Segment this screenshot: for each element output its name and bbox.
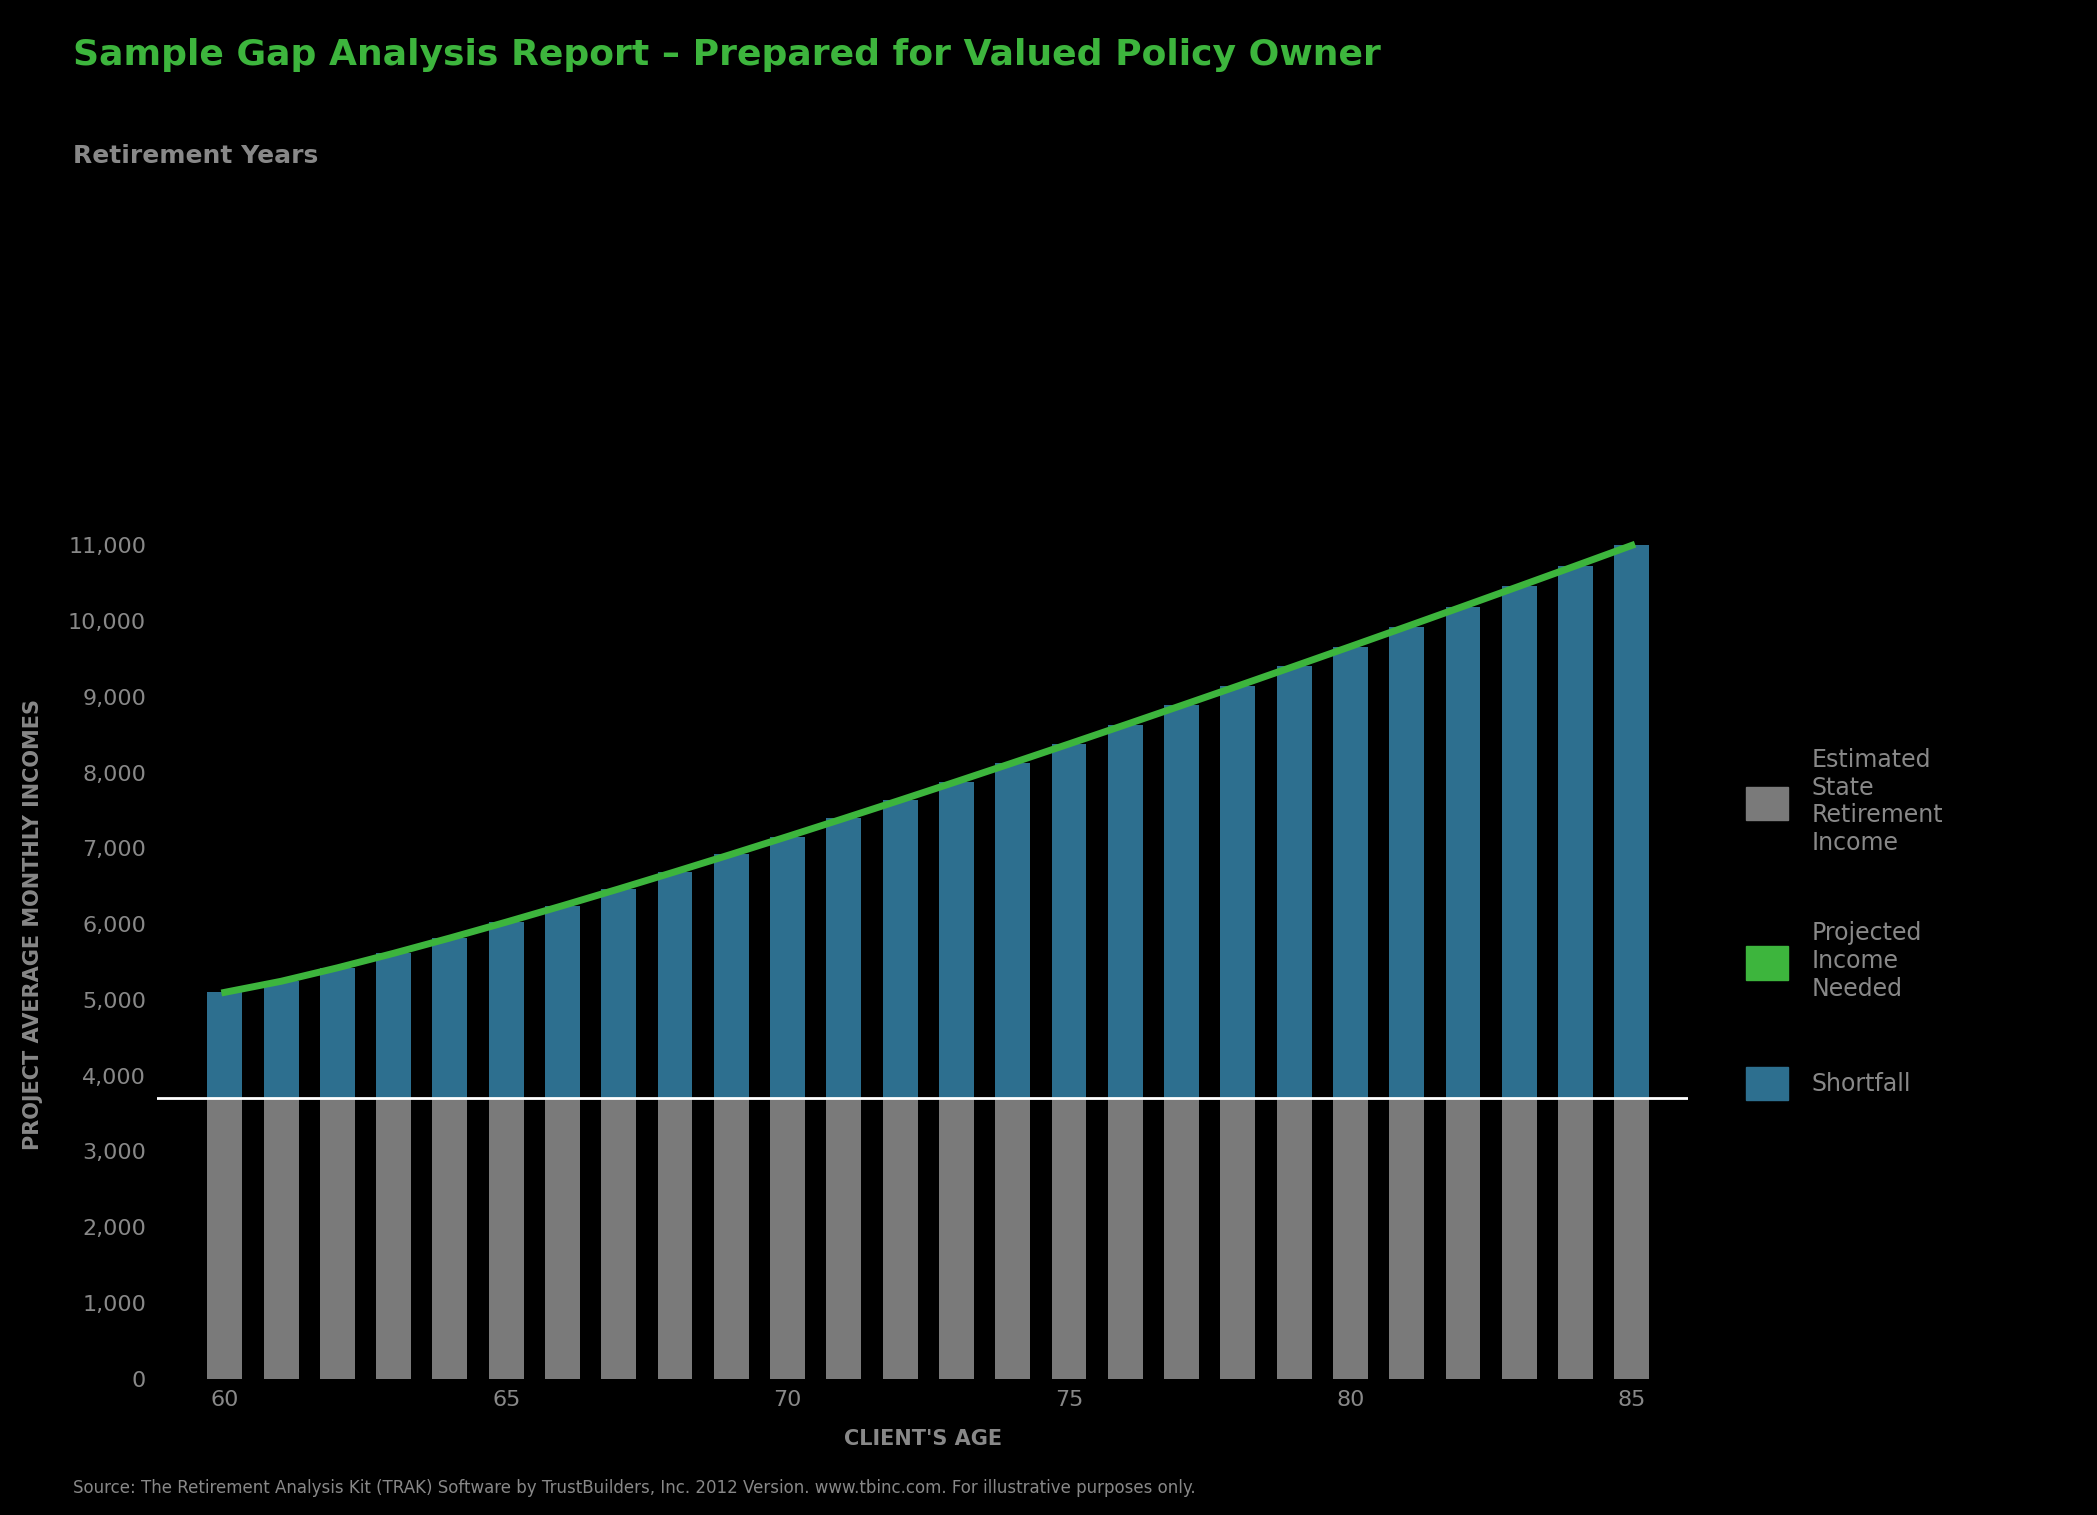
Bar <box>602 1098 635 1379</box>
Bar <box>996 764 1030 1098</box>
Bar <box>1277 667 1311 1098</box>
Bar <box>1164 706 1199 1098</box>
Legend: Estimated
State
Retirement
Income, Projected
Income
Needed, Shortfall: Estimated State Retirement Income, Proje… <box>1747 748 1944 1100</box>
Bar <box>770 1098 805 1379</box>
Bar <box>883 1098 918 1379</box>
Bar <box>264 982 298 1098</box>
Bar <box>545 906 581 1098</box>
Bar <box>1107 1098 1143 1379</box>
Bar <box>1334 1098 1367 1379</box>
Bar <box>939 782 973 1098</box>
Text: Retirement Years: Retirement Years <box>73 144 319 168</box>
Y-axis label: PROJECT AVERAGE MONTHLY INCOMES: PROJECT AVERAGE MONTHLY INCOMES <box>23 698 44 1150</box>
Bar <box>1615 545 1648 1098</box>
Bar <box>1277 1098 1311 1379</box>
Bar <box>939 1098 973 1379</box>
Bar <box>321 968 354 1098</box>
Bar <box>1501 586 1537 1098</box>
Bar <box>1107 724 1143 1098</box>
Bar <box>1220 1098 1256 1379</box>
Bar <box>264 1098 298 1379</box>
Bar <box>208 1098 243 1379</box>
Bar <box>432 1098 468 1379</box>
Bar <box>770 836 805 1098</box>
Bar <box>208 992 243 1098</box>
Bar <box>602 889 635 1098</box>
Bar <box>1051 744 1086 1098</box>
Bar <box>375 1098 411 1379</box>
Bar <box>1558 567 1594 1098</box>
Bar <box>432 938 468 1098</box>
Bar <box>1334 647 1367 1098</box>
Bar <box>321 1098 354 1379</box>
Bar <box>826 818 862 1098</box>
Bar <box>1501 1098 1537 1379</box>
Bar <box>996 1098 1030 1379</box>
Bar <box>1615 1098 1648 1379</box>
Bar <box>713 1098 749 1379</box>
X-axis label: CLIENT'S AGE: CLIENT'S AGE <box>843 1429 1002 1450</box>
Bar <box>1445 1098 1480 1379</box>
Bar <box>883 800 918 1098</box>
Bar <box>1558 1098 1594 1379</box>
Text: Sample Gap Analysis Report – Prepared for Valued Policy Owner: Sample Gap Analysis Report – Prepared fo… <box>73 38 1382 71</box>
Bar <box>1051 1098 1086 1379</box>
Bar <box>1220 686 1256 1098</box>
Bar <box>489 1098 524 1379</box>
Bar <box>375 953 411 1098</box>
Bar <box>658 1098 692 1379</box>
Bar <box>489 923 524 1098</box>
Bar <box>713 854 749 1098</box>
Text: Source: The Retirement Analysis Kit (TRAK) Software by TrustBuilders, Inc. 2012 : Source: The Retirement Analysis Kit (TRA… <box>73 1479 1195 1497</box>
Bar <box>1388 1098 1424 1379</box>
Bar <box>1388 627 1424 1098</box>
Bar <box>1164 1098 1199 1379</box>
Bar <box>826 1098 862 1379</box>
Bar <box>545 1098 581 1379</box>
Bar <box>1445 606 1480 1098</box>
Bar <box>658 871 692 1098</box>
